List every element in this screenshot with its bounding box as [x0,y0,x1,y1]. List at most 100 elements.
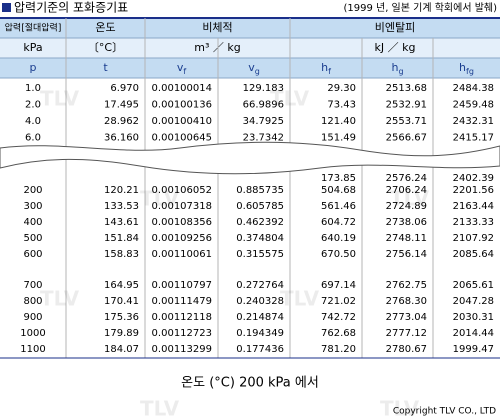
cell: 2566.67 [386,133,427,144]
watermark: TLV [40,287,80,311]
cell: 164.95 [104,280,139,291]
cell: 600 [23,249,42,260]
cell: 1100 [20,344,45,355]
cell: 200 [23,185,42,196]
break-wave [0,141,500,175]
caption: 온도 (°C) 200 kPa 에서 [181,376,319,391]
cell: 2777.12 [386,328,427,339]
cell: 129.183 [243,83,284,94]
cell: 2724.89 [386,201,427,212]
cell: 2738.06 [386,217,427,228]
cell: 0.00100136 [152,100,212,111]
symbol: hf [321,61,331,76]
cell: 0.374804 [236,233,284,244]
cell: 151.49 [321,133,356,144]
cell: 2085.64 [453,249,494,260]
cell: 0.00107318 [152,201,212,212]
cell: 2756.14 [386,249,427,260]
cell: 2459.48 [453,100,494,111]
cell: 2553.71 [386,116,427,127]
header-bg [0,18,500,38]
footer: Copyright TLV CO., LTD [393,407,496,417]
cell: 34.7925 [243,116,284,127]
cell: 700 [23,280,42,291]
group-header: 비엔탈피 [375,21,415,34]
cell: 2107.92 [453,233,494,244]
cell: 73.43 [327,100,356,111]
symbol-base: v [177,61,184,74]
symbol-base: v [248,61,255,74]
symbol-base: p [30,61,37,74]
group-header: 비체적 [202,21,232,34]
unit-header: kJ ／ kg [375,41,416,54]
cell: 23.7342 [243,133,284,144]
title: 압력기준의 포화증기표 [14,1,128,15]
cell: 300 [23,201,42,212]
cell: 0.462392 [236,217,284,228]
cell: 0.00100014 [152,83,212,94]
cell: 28.962 [104,116,139,127]
cell: 0.00112118 [152,312,212,323]
cell: 170.41 [104,296,139,307]
cell: 640.19 [321,233,356,244]
cell: 0.00100410 [152,116,212,127]
cell: 2773.04 [386,312,427,323]
cell: 0.00113299 [152,344,212,355]
unit-header: kPa [23,41,42,54]
cell: 0.177436 [236,344,284,355]
cell: 604.72 [321,217,356,228]
cell: 158.83 [104,249,139,260]
symbol-base: t [103,61,108,74]
cell: 0.605785 [236,201,284,212]
symbol-sub: g [255,67,260,76]
symbol: hg [391,61,403,76]
cell: 2432.31 [453,116,494,127]
symbol: hfg [459,61,474,76]
source-note: (1999 년, 일본 기계 학회에서 발췌) [343,2,497,14]
cell: 2.0 [25,100,41,111]
watermark: TLV [390,187,430,211]
cell: 2133.33 [453,217,494,228]
cell: 1.0 [25,83,41,94]
cell: 2780.67 [386,344,427,355]
cell: 66.9896 [243,100,284,111]
cell: 4.0 [25,116,41,127]
watermark: TLV [380,397,420,420]
symbol-base: h [459,61,466,74]
cell: 6.970 [110,83,139,94]
cell: 2748.11 [386,233,427,244]
cell: 0.00112723 [152,328,212,339]
title-icon [2,3,11,12]
cell: 2768.30 [386,296,427,307]
watermark: TLV [140,397,180,420]
cell: 1999.47 [453,344,494,355]
cell: 781.20 [321,344,356,355]
cell: 121.40 [321,116,356,127]
cell: 2201.56 [453,185,494,196]
cell: 184.07 [104,344,139,355]
symbol-base: h [321,61,328,74]
cell: 151.84 [104,233,139,244]
cell: 0.194349 [236,328,284,339]
cell: 2163.44 [453,201,494,212]
watermark: TLV [270,87,310,111]
cell: 500 [23,233,42,244]
cell: 400 [23,217,42,228]
symbol: vg [248,61,260,76]
cell: 2014.44 [453,328,494,339]
cell: 2484.38 [453,83,494,94]
cell: 0.00106052 [152,185,212,196]
cell: 0.214874 [236,312,284,323]
cell: 561.46 [321,201,356,212]
cell: 1000 [20,328,45,339]
cell: 2532.91 [386,100,427,111]
cell: 2047.28 [453,296,494,307]
cell: 721.02 [321,296,356,307]
cell: 179.89 [104,328,139,339]
cell: 0.00111479 [152,296,212,307]
cell: 0.00100645 [152,133,212,144]
cell: 504.68 [321,185,356,196]
symbol-sub: fg [466,67,474,76]
